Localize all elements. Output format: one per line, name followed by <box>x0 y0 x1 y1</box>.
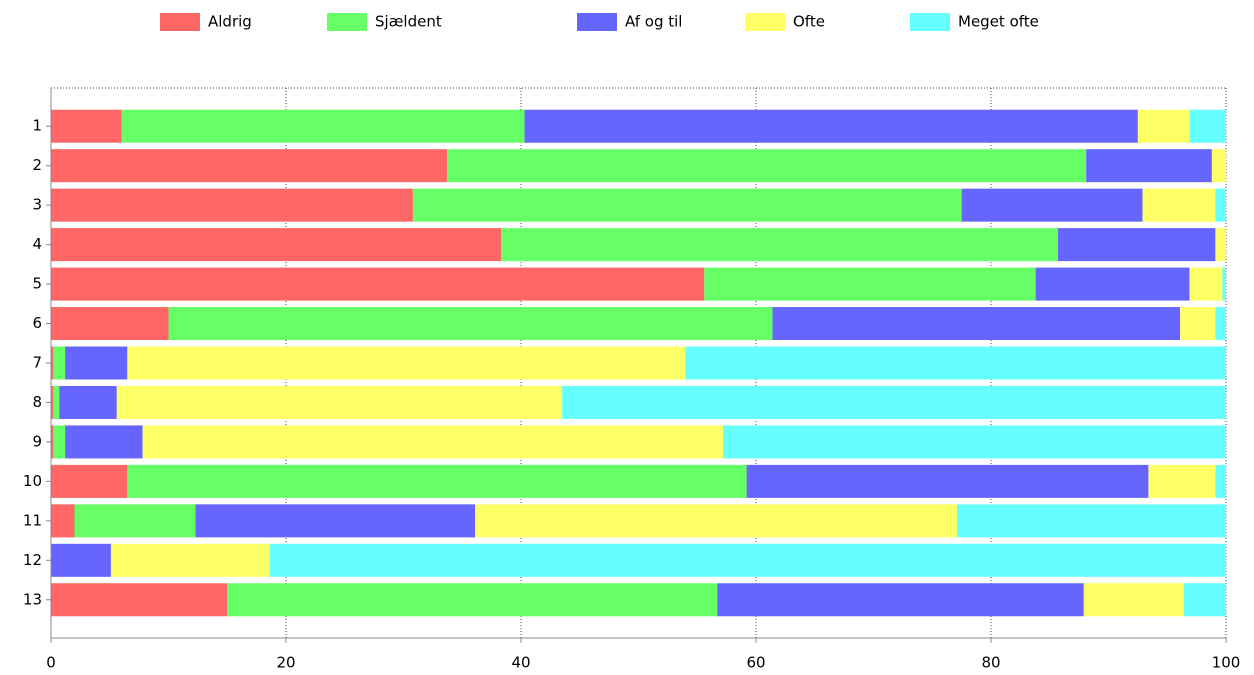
x-tick-label: 80 <box>981 654 1000 672</box>
legend-label: Af og til <box>625 13 682 31</box>
bar-segment <box>1211 149 1226 183</box>
legend-label: Aldrig <box>208 13 252 31</box>
bar-segment <box>51 109 122 143</box>
bar-segment <box>956 504 1226 538</box>
bar-segment <box>53 346 66 380</box>
legend-label: Meget ofte <box>958 13 1039 31</box>
bar-segment <box>475 504 957 538</box>
bar-segment <box>446 149 1087 183</box>
bar-segment <box>53 425 66 459</box>
legend-swatch <box>327 13 367 31</box>
bar-segment <box>51 267 705 301</box>
bar-segment <box>746 464 1149 498</box>
y-tick-label: 1 <box>32 117 42 135</box>
y-tick-label: 9 <box>32 432 42 450</box>
bar-segment <box>74 504 196 538</box>
bar-segment <box>1035 267 1190 301</box>
bar-segment <box>59 385 117 419</box>
bar-segment <box>717 583 1084 617</box>
bar-segment <box>1215 307 1226 341</box>
bar-segment <box>1142 188 1216 222</box>
bar-segment <box>1137 109 1190 143</box>
legend-swatch <box>745 13 785 31</box>
bar-segment <box>685 346 1226 380</box>
bar-segment <box>116 385 563 419</box>
bar-segment <box>1180 307 1216 341</box>
bar-segment <box>51 543 111 577</box>
bar-segment <box>412 188 962 222</box>
x-tick-label: 40 <box>511 654 530 672</box>
legend-swatch <box>577 13 617 31</box>
bar-segment <box>65 346 128 380</box>
y-tick-label: 3 <box>32 196 42 214</box>
bar-segment <box>51 504 75 538</box>
bar-segment <box>127 464 747 498</box>
bar-segment <box>562 385 1226 419</box>
bar-segment <box>51 385 54 419</box>
bar-segment <box>1215 464 1226 498</box>
bar-segment <box>704 267 1036 301</box>
bar-segment <box>1215 228 1226 262</box>
bar-segment <box>269 543 1226 577</box>
bar-segment <box>110 543 270 577</box>
x-tick-label: 100 <box>1212 654 1241 672</box>
bar-segment <box>723 425 1226 459</box>
bar-segment <box>1057 228 1216 262</box>
y-tick-label: 4 <box>32 235 42 253</box>
bar-segment <box>772 307 1181 341</box>
x-tick-label: 0 <box>46 654 56 672</box>
bar-segment <box>961 188 1143 222</box>
y-tick-label: 11 <box>23 511 42 529</box>
bar-segment <box>51 228 502 262</box>
bar-segment <box>51 583 228 617</box>
bar-segment <box>121 109 525 143</box>
bar-segment <box>53 385 60 419</box>
legend-swatch <box>160 13 200 31</box>
bar-segment <box>1148 464 1216 498</box>
bar-segment <box>1183 583 1226 617</box>
bar-segment <box>51 346 54 380</box>
bar-segment <box>51 307 169 341</box>
bar-segment <box>51 464 128 498</box>
y-tick-label: 6 <box>32 314 42 332</box>
legend-label: Ofte <box>793 13 825 31</box>
bar-segment <box>1083 583 1184 617</box>
bar-segment <box>142 425 724 459</box>
y-tick-label: 5 <box>32 275 42 293</box>
bar-segment <box>195 504 476 538</box>
bar-segment <box>501 228 1058 262</box>
bar-segment <box>51 188 413 222</box>
bar-segment <box>51 425 54 459</box>
y-tick-label: 12 <box>23 551 42 569</box>
bar-segment <box>1222 267 1226 301</box>
y-tick-label: 2 <box>32 156 42 174</box>
bar-segment <box>1189 267 1223 301</box>
x-tick-label: 20 <box>276 654 295 672</box>
bar-segment <box>1215 188 1226 222</box>
bar-segment <box>1189 109 1226 143</box>
x-tick-label: 60 <box>746 654 765 672</box>
bar-segment <box>524 109 1138 143</box>
legend-label: Sjældent <box>375 13 442 31</box>
y-tick-label: 10 <box>23 472 42 490</box>
y-tick-label: 8 <box>32 393 42 411</box>
y-tick-label: 7 <box>32 354 42 372</box>
bar-segment <box>51 149 447 183</box>
bar-segment <box>1086 149 1212 183</box>
y-tick-label: 13 <box>23 590 42 608</box>
bar-segment <box>127 346 686 380</box>
bar-segment <box>227 583 718 617</box>
legend-swatch <box>910 13 950 31</box>
bar-segment <box>65 425 143 459</box>
bar-segment <box>168 307 773 341</box>
